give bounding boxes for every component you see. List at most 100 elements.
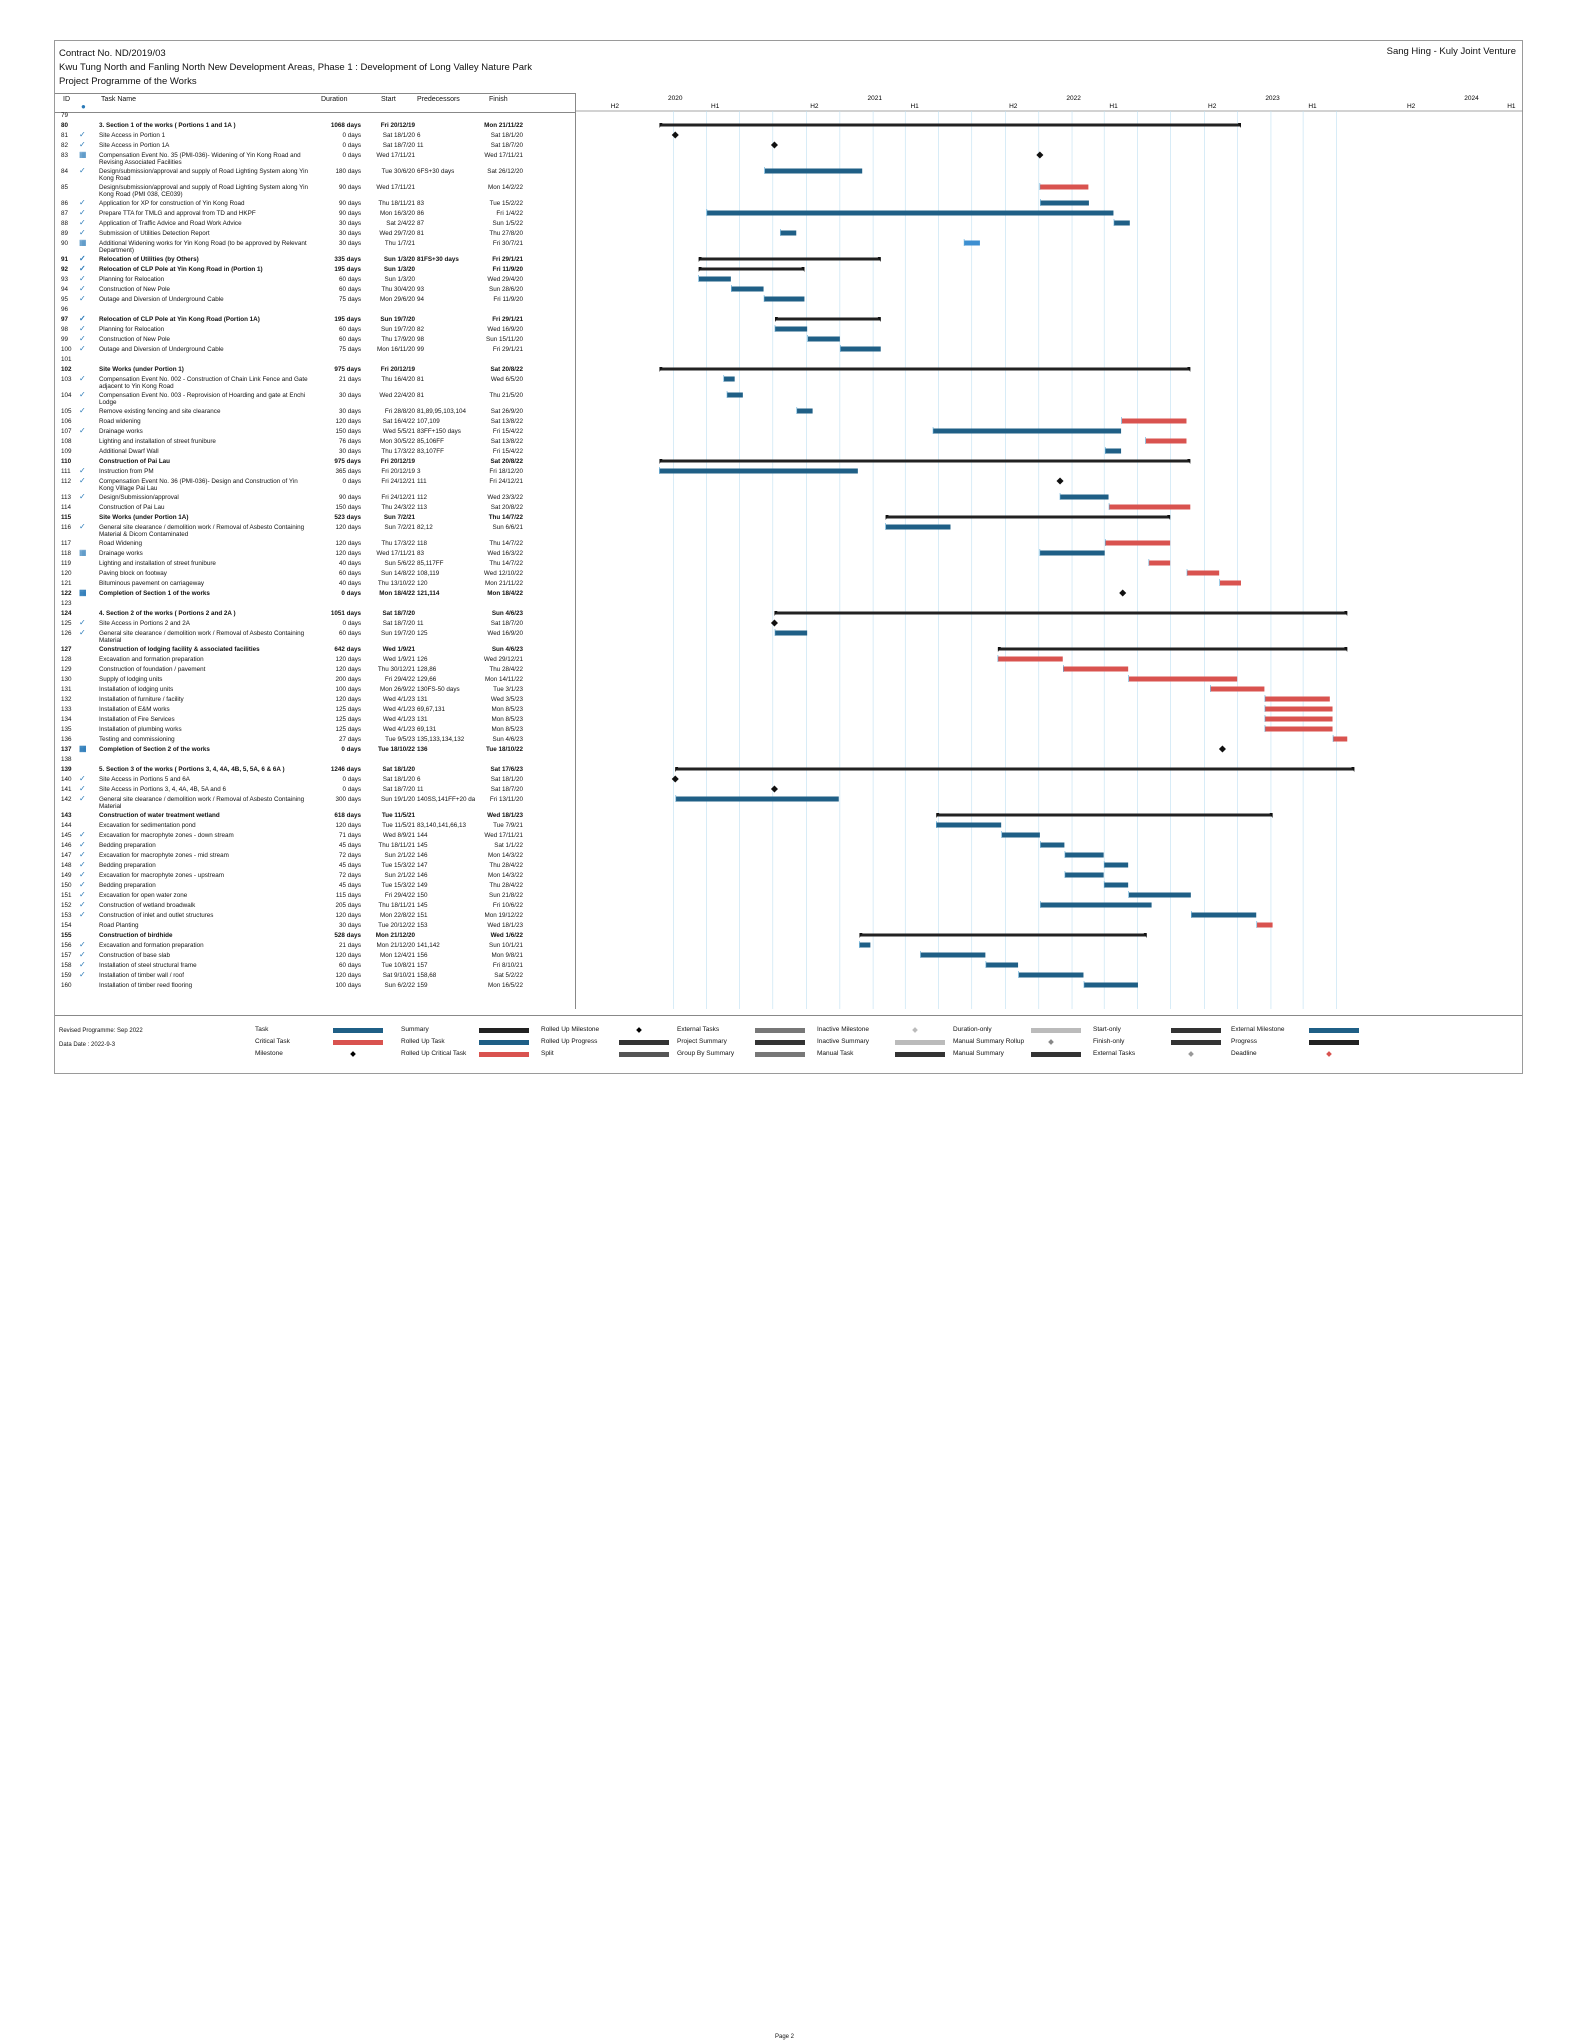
task-name: Completion of Section 2 of the works — [99, 746, 210, 753]
task-row[interactable]: 151 ✓ Excavation for open water zone 115 da… — [55, 890, 575, 901]
task-id: 128 — [61, 656, 72, 663]
task-row[interactable]: 136 Testing and commissioning 27 days Tue 9… — [55, 735, 575, 745]
task-row[interactable]: 130 Supply of lodging units 200 days Fri 29… — [55, 675, 575, 685]
task-row[interactable]: 79 — [55, 111, 575, 121]
task-row[interactable]: 113 ✓ Design/Submission/approval 90 days Fri… — [55, 492, 575, 503]
task-id: 118 — [61, 550, 72, 557]
task-row[interactable]: 84 ✓ Design/submission/approval and supply… — [55, 166, 575, 183]
task-row[interactable]: 108 Lighting and installation of street f… — [55, 437, 575, 447]
task-row[interactable]: 93 ✓ Planning for Relocation 60 days Sun 1/3… — [55, 274, 575, 285]
task-row[interactable]: 80 3. Section 1 of the works ( Portions 1… — [55, 121, 575, 131]
task-row[interactable]: 138 — [55, 755, 575, 765]
task-row[interactable]: 114 Construction of Pai Lau 150 days Thu 24… — [55, 503, 575, 513]
task-row[interactable]: 148 ✓ Bedding preparation 45 days Tue 15/3/2… — [55, 860, 575, 871]
task-row[interactable]: 137 ▦ Completion of Section 2 of the works… — [55, 744, 575, 755]
task-row[interactable]: 124 4. Section 2 of the works ( Portions … — [55, 609, 575, 619]
task-row[interactable]: 100 ✓ Outage and Diversion of Underground … — [55, 344, 575, 355]
task-row[interactable]: 104 ✓ Compensation Event No. 003 - Reprovi… — [55, 390, 575, 407]
task-bar — [1039, 550, 1105, 556]
task-row[interactable]: 147 ✓ Excavation for macrophyte zones - mi… — [55, 850, 575, 861]
task-bar — [1060, 494, 1109, 500]
task-row[interactable]: 141 ✓ Site Access in Portions 3, 4, 4A, 4B… — [55, 784, 575, 795]
task-row[interactable]: 110 Construction of Pai Lau 975 days Fri 20… — [55, 457, 575, 467]
task-row[interactable]: 109 Additional Dwarf Wall 30 days Thu 17/3/… — [55, 447, 575, 457]
task-row[interactable]: 122 ▦ Completion of Section 1 of the works… — [55, 588, 575, 599]
task-name: Prepare TTA for TMLG and approval from T… — [99, 210, 256, 217]
task-row[interactable]: 139 5. Section 3 of the works ( Portions … — [55, 765, 575, 775]
task-row[interactable]: 115 Site Works (under Portion 1A) 523 days… — [55, 513, 575, 523]
task-row[interactable]: 131 Installation of lodging units 100 days… — [55, 685, 575, 695]
task-row[interactable]: 143 Construction of water treatment wetla… — [55, 811, 575, 821]
task-row[interactable]: 96 — [55, 305, 575, 315]
task-row[interactable]: 146 ✓ Bedding preparation 45 days Thu 18/11/… — [55, 840, 575, 851]
task-row[interactable]: 116 ✓ General site clearance / demolition … — [55, 522, 575, 539]
task-row[interactable]: 105 ✓ Remove existing fencing and site cle… — [55, 406, 575, 417]
task-row[interactable]: 103 ✓ Compensation Event No. 002 - Constru… — [55, 374, 575, 391]
task-finish: Sun 4/6/23 — [491, 646, 523, 653]
task-row[interactable]: 128 Excavation and formation preparation 1… — [55, 655, 575, 665]
task-row[interactable]: 97 ✓ Relocation of CLP Pole at Yin Kong Ro… — [55, 314, 575, 325]
task-row[interactable]: 98 ✓ Planning for Relocation 60 days Sun 19/… — [55, 324, 575, 335]
task-row[interactable]: 92 ✓ Relocation of CLP Pole at Yin Kong Ro… — [55, 264, 575, 275]
task-row[interactable]: 94 ✓ Construction of New Pole 60 days Thu 30… — [55, 284, 575, 295]
task-row[interactable]: 154 Road Planting 30 days Tue 20/12/22 153 We… — [55, 921, 575, 931]
task-finish: Fri 30/7/21 — [492, 240, 523, 247]
task-row[interactable]: 133 Installation of E&M works 125 days Wed … — [55, 705, 575, 715]
task-row[interactable]: 127 Construction of lodging facility & as… — [55, 645, 575, 655]
task-row[interactable]: 152 ✓ Construction of wetland broadwalk 205… — [55, 900, 575, 911]
task-row[interactable]: 102 Site Works (under Portion 1) 975 days F… — [55, 365, 575, 375]
task-row[interactable]: 101 — [55, 355, 575, 365]
task-row[interactable]: 86 ✓ Application for XP for construction o… — [55, 198, 575, 209]
task-row[interactable]: 159 ✓ Installation of timber wall / roof 12… — [55, 970, 575, 981]
summary-cap — [1187, 459, 1191, 464]
task-duration: 27 days — [338, 736, 361, 743]
task-row[interactable]: 85 Design/submission/approval and supply … — [55, 183, 575, 199]
task-row[interactable]: 135 Installation of plumbing works 125 day… — [55, 725, 575, 735]
legend-swatch — [1171, 1040, 1221, 1045]
task-row[interactable]: 91 ✓ Relocation of Utilities (by Others) 33… — [55, 254, 575, 265]
task-row[interactable]: 156 ✓ Excavation and formation preparation… — [55, 940, 575, 951]
task-row[interactable]: 111 ✓ Instruction from PM 365 days Fri 20/12… — [55, 466, 575, 477]
task-row[interactable]: 120 Paving block on footway 60 days Sun 14/… — [55, 569, 575, 579]
task-row[interactable]: 123 — [55, 599, 575, 609]
task-row[interactable]: 126 ✓ General site clearance / demolition … — [55, 628, 575, 645]
task-row[interactable]: 121 Bituminous pavement on carriageway 40 … — [55, 579, 575, 589]
task-row[interactable]: 82 ✓ Site Access in Portion 1A 0 days Sat 18… — [55, 140, 575, 151]
task-row[interactable]: 150 ✓ Bedding preparation 45 days Tue 15/3/2… — [55, 880, 575, 891]
task-row[interactable]: 119 Lighting and installation of street f… — [55, 559, 575, 569]
task-row[interactable]: 106 Road widening 120 days Sat 16/4/22 107,1… — [55, 417, 575, 427]
task-row[interactable]: 81 ✓ Site Access in Portion 1 0 days Sat 18/… — [55, 130, 575, 141]
task-indicator: ✓ — [79, 880, 86, 889]
task-row[interactable]: 153 ✓ Construction of inlet and outlet str… — [55, 910, 575, 921]
task-row[interactable]: 107 ✓ Drainage works 150 days Wed 5/5/21 83FF… — [55, 426, 575, 437]
task-row[interactable]: 89 ✓ Submission of Utilities Detection Rep… — [55, 228, 575, 239]
task-row[interactable]: 88 ✓ Application of Traffic Advice and Roa… — [55, 218, 575, 229]
task-predecessors: 145 — [417, 842, 428, 849]
task-row[interactable]: 118 ▦ Drainage works 120 days Wed 17/11/21 83… — [55, 548, 575, 559]
task-row[interactable]: 112 ✓ Compensation Event No. 36 (PMI-036)-… — [55, 476, 575, 493]
task-row[interactable]: 99 ✓ Construction of New Pole 60 days Thu 17… — [55, 334, 575, 345]
task-row[interactable]: 129 Construction of foundation / pavement… — [55, 665, 575, 675]
task-id: 84 — [61, 168, 69, 175]
task-name: Design/submission/approval and supply of… — [99, 168, 308, 182]
task-duration: 120 days — [335, 952, 361, 959]
task-row[interactable]: 87 ✓ Prepare TTA for TMLG and approval fro… — [55, 208, 575, 219]
task-row[interactable]: 117 Road Widening 120 days Thu 17/3/22 118 Th… — [55, 539, 575, 549]
task-row[interactable]: 160 Installation of timber reed flooring 1… — [55, 981, 575, 991]
task-row[interactable]: 155 Construction of birdhide 528 days Mon 2… — [55, 931, 575, 941]
task-row[interactable]: 134 Installation of Fire Services 125 days… — [55, 715, 575, 725]
task-row[interactable]: 125 ✓ Site Access in Portions 2 and 2A 0 da… — [55, 618, 575, 629]
task-row[interactable]: 140 ✓ Site Access in Portions 5 and 6A 0 da… — [55, 774, 575, 785]
task-row[interactable]: 144 Excavation for sedimentation pond 120 … — [55, 821, 575, 831]
task-row[interactable]: 132 Installation of furniture / facility 1… — [55, 695, 575, 705]
task-row[interactable]: 157 ✓ Construction of base slab 120 days Mon… — [55, 950, 575, 961]
task-row[interactable]: 158 ✓ Installation of steel structural fra… — [55, 960, 575, 971]
task-row[interactable]: 83 ▦ Compensation Event No. 35 (PMI-036)- … — [55, 150, 575, 167]
task-row[interactable]: 149 ✓ Excavation for macrophyte zones - up… — [55, 870, 575, 881]
task-row[interactable]: 142 ✓ General site clearance / demolition … — [55, 794, 575, 811]
task-name: Lighting and installation of street frun… — [99, 560, 216, 567]
task-row[interactable]: 90 ▦ Additional Widening works for Yin Kon… — [55, 238, 575, 255]
task-row[interactable]: 145 ✓ Excavation for macrophyte zones - do… — [55, 830, 575, 841]
task-row[interactable]: 95 ✓ Outage and Diversion of Underground C… — [55, 294, 575, 305]
task-name: Compensation Event No. 35 (PMI-036)- Wid… — [99, 152, 301, 166]
